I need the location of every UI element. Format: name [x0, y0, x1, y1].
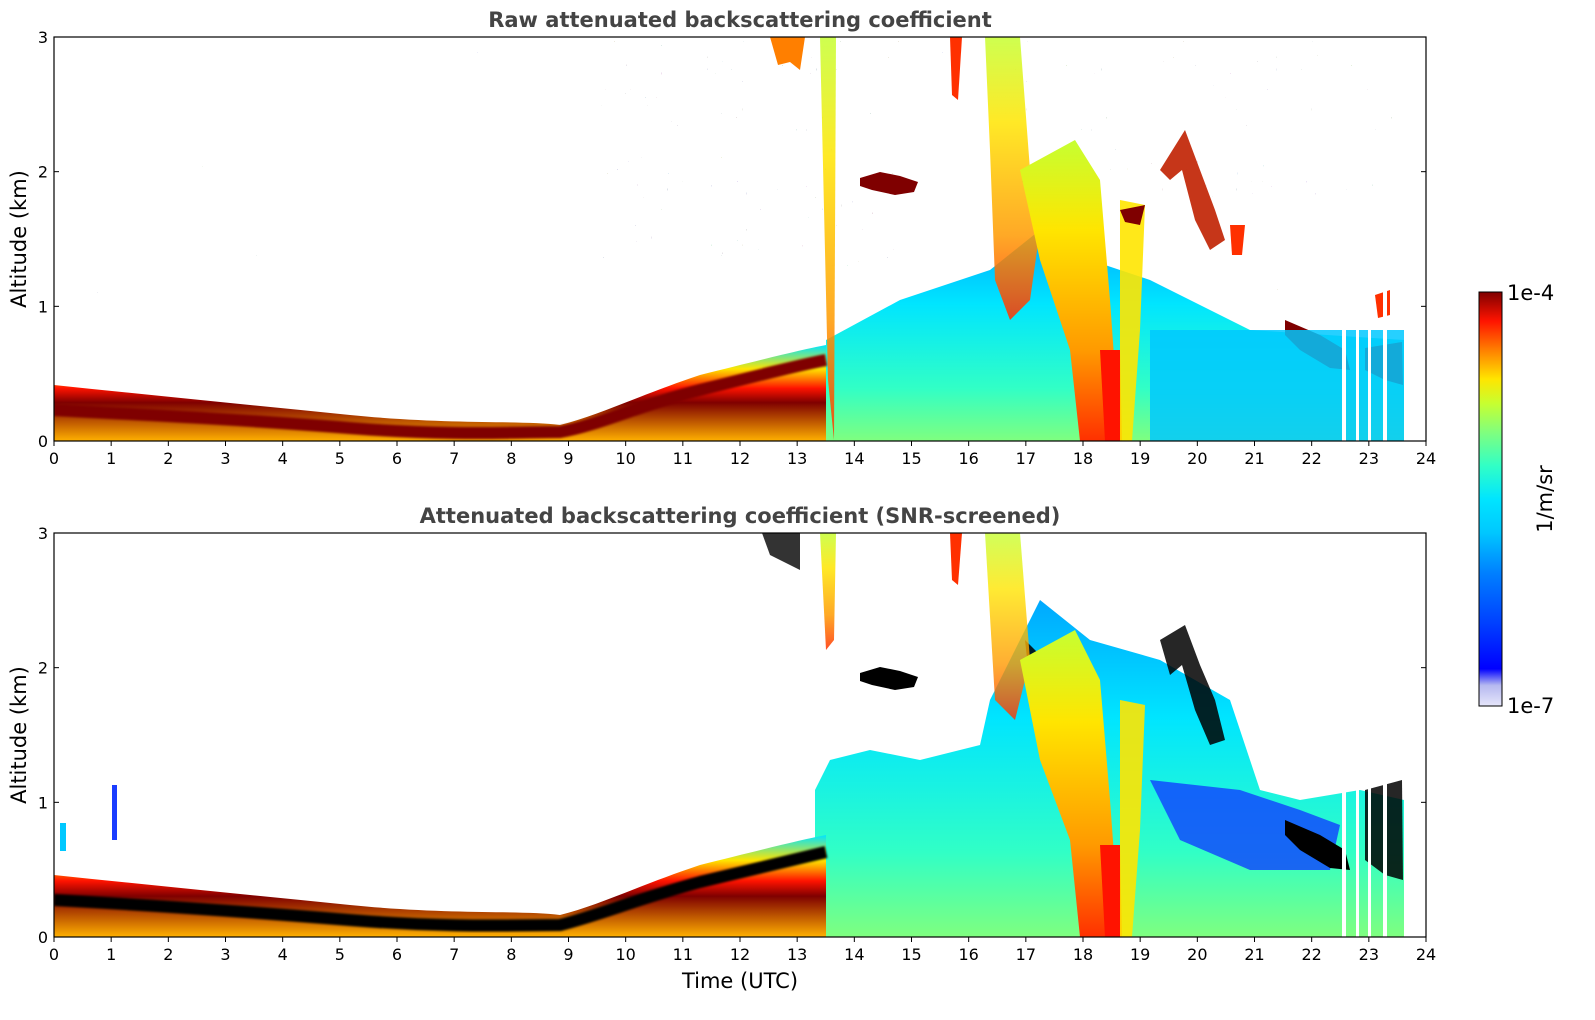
x-tick-label: 14: [844, 945, 864, 964]
x-tick-label: 10: [615, 449, 635, 468]
colorbar-gradient: [1478, 291, 1503, 707]
x-tick-label: 10: [615, 945, 635, 964]
x-tick-label: 23: [1359, 945, 1379, 964]
x-tick-label: 3: [220, 945, 230, 964]
x-tick-label: 1: [106, 449, 116, 468]
y-tick-label: 2: [38, 163, 48, 182]
x-tick-label: 12: [730, 945, 750, 964]
x-tick-label: 16: [958, 449, 978, 468]
y-tick-label: 1: [38, 793, 48, 812]
x-tick-label: 0: [49, 449, 59, 468]
x-tick-label: 17: [1016, 449, 1036, 468]
x-tick-label: 22: [1301, 449, 1321, 468]
x-tick-label: 9: [563, 945, 573, 964]
x-tick-label: 5: [335, 449, 345, 468]
x-tick-label: 22: [1301, 945, 1321, 964]
x-tick-label: 6: [392, 945, 402, 964]
x-tick-label: 24: [1416, 449, 1436, 468]
x-tick-label: 15: [901, 449, 921, 468]
x-tick-label: 6: [392, 449, 402, 468]
x-tick-label: 12: [730, 449, 750, 468]
raw-backscatter-panel: Raw attenuated backscattering coefficien…: [7, 8, 1436, 468]
x-tick-label: 15: [901, 945, 921, 964]
panel2-layer-14h: [860, 667, 918, 690]
x-tick-label: 18: [1073, 449, 1093, 468]
colorbar-units-label: 1/m/sr: [1533, 465, 1557, 533]
colorbar-min-label: 1e-7: [1507, 694, 1554, 718]
panel1-layer-14h: [860, 172, 918, 195]
x-tick-label: 23: [1359, 449, 1379, 468]
panel1-plume-18h: [1020, 140, 1120, 441]
panel2-title: Attenuated backscattering coefficient (S…: [420, 504, 1061, 528]
x-tick-label: 8: [506, 449, 516, 468]
y-tick-label: 0: [38, 432, 48, 451]
x-tick-label: 16: [958, 945, 978, 964]
x-tick-label: 7: [449, 945, 459, 964]
colorbar: 1e-4 1e-7 1/m/sr: [1478, 281, 1557, 718]
x-tick-label: 3: [220, 449, 230, 468]
colorbar-max-label: 1e-4: [1507, 281, 1554, 305]
x-tick-label: 19: [1130, 449, 1150, 468]
x-tick-label: 2: [163, 945, 173, 964]
x-tick-label: 11: [673, 945, 693, 964]
x-tick-label: 5: [335, 945, 345, 964]
x-tick-label: 4: [278, 945, 288, 964]
x-tick-label: 7: [449, 449, 459, 468]
panel2-heatmap: [54, 533, 1426, 937]
panel1-y-axis: 0 1 2 3: [38, 28, 1426, 451]
x-tick-label: 21: [1244, 449, 1264, 468]
panel2-ylabel: Altitude (km): [7, 666, 31, 804]
panel2-x-axis: 0 1 2 3 4 5 6 7 8 9 10 11 12 13 14 15 16 17 18 19 20 21 22 23 24: [49, 937, 1436, 964]
x-tick-label: 13: [787, 945, 807, 964]
y-tick-label: 0: [38, 928, 48, 947]
panel1-ylabel: Altitude (km): [7, 170, 31, 308]
x-tick-label: 1: [106, 945, 116, 964]
x-tick-label: 0: [49, 945, 59, 964]
y-tick-label: 3: [38, 524, 48, 543]
panel1-noise-left: [54, 37, 644, 337]
x-tick-label: 2: [163, 449, 173, 468]
panel1-heatmap: [54, 37, 1426, 441]
x-tick-label: 20: [1187, 945, 1207, 964]
panel1-x-axis: 0 1 2 3 4 5 6 7 8 9 10 11 12 13 14 15 16 17 18 19 20 21 22 23 24: [49, 441, 1436, 468]
x-tick-label: 20: [1187, 449, 1207, 468]
x-tick-label: 11: [673, 449, 693, 468]
x-tick-label: 4: [278, 449, 288, 468]
x-tick-label: 8: [506, 945, 516, 964]
y-tick-label: 1: [38, 297, 48, 316]
panel2-xlabel: Time (UTC): [681, 969, 798, 993]
x-tick-label: 17: [1016, 945, 1036, 964]
panel1-data-gaps: [1342, 37, 1426, 441]
panel2-data-gaps: [1342, 533, 1426, 937]
x-tick-label: 19: [1130, 945, 1150, 964]
x-tick-label: 24: [1416, 945, 1436, 964]
y-tick-label: 3: [38, 28, 48, 47]
x-tick-label: 9: [563, 449, 573, 468]
x-tick-label: 14: [844, 449, 864, 468]
panel1-title: Raw attenuated backscattering coefficien…: [488, 8, 992, 32]
screened-backscatter-panel: Attenuated backscattering coefficient (S…: [7, 504, 1436, 993]
x-tick-label: 18: [1073, 945, 1093, 964]
x-tick-label: 21: [1244, 945, 1264, 964]
y-tick-label: 2: [38, 659, 48, 678]
panel2-y-axis: 0 1 2 3: [38, 524, 1426, 947]
x-tick-label: 13: [787, 449, 807, 468]
panel2-plume-18h: [1020, 630, 1120, 937]
